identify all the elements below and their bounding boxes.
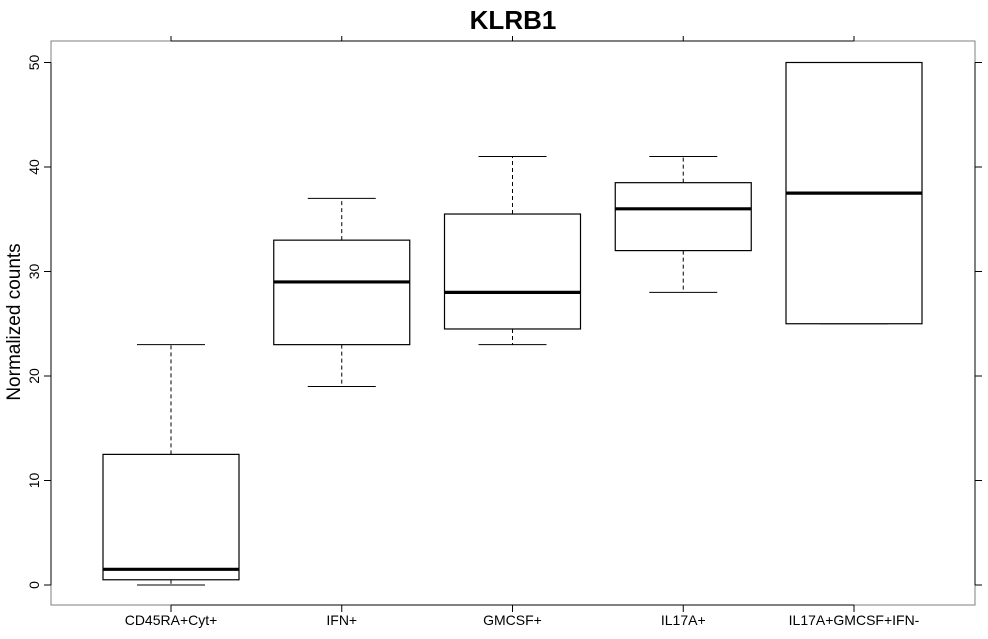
y-tick-label: 10 — [26, 473, 42, 489]
y-tick-label: 50 — [26, 55, 42, 71]
x-tick-label: IL17A+ — [661, 612, 706, 628]
box-group — [273, 197, 411, 387]
box-group — [443, 156, 582, 346]
y-tick-label: 30 — [26, 264, 42, 280]
box-iqr — [443, 213, 582, 330]
box-group — [614, 156, 752, 293]
x-tick-label: GMCSF+ — [483, 612, 542, 628]
axes: 0 10 20 30 40 50 CD45RA+Cyt+ IFN+ GMCSF+ IL17A+ IL… — [26, 36, 982, 628]
chart-title: KLRB1 — [470, 5, 557, 35]
box-group — [102, 344, 240, 586]
box-iqr — [614, 182, 752, 252]
boxes — [102, 61, 923, 586]
y-tick-label: 0 — [26, 581, 42, 589]
y-tick-label: 40 — [26, 159, 42, 175]
x-tick-label: CD45RA+Cyt+ — [125, 612, 218, 628]
box-group — [785, 61, 923, 325]
y-axis-label: Normalized counts — [4, 243, 25, 400]
y-tick-label: 20 — [26, 368, 42, 384]
box-iqr — [102, 453, 240, 581]
x-tick-label: IL17A+GMCSF+IFN- — [789, 612, 920, 628]
x-tick-label: IFN+ — [326, 612, 357, 628]
box-iqr — [273, 239, 411, 346]
